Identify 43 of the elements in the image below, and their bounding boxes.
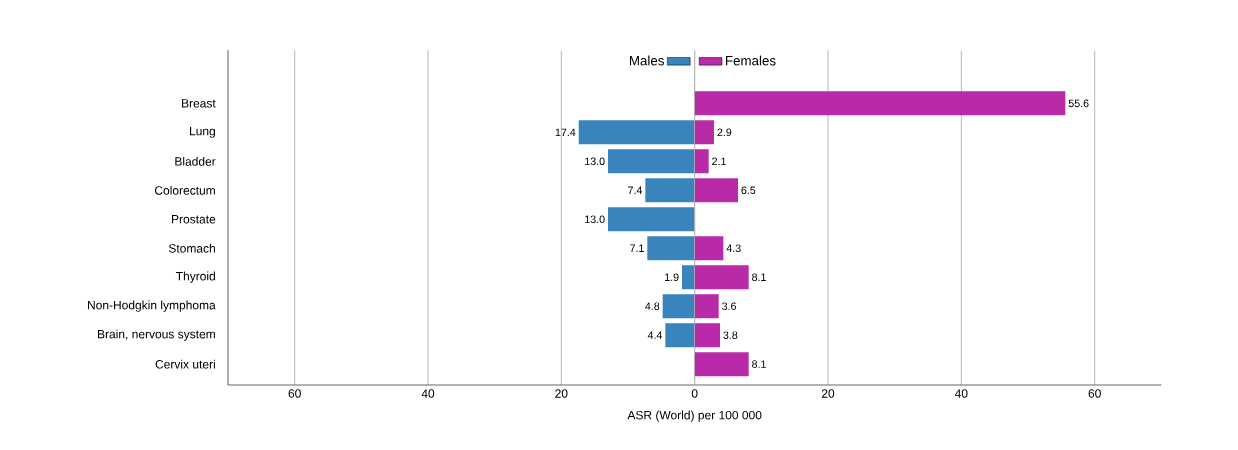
data-label: 4.4 (647, 331, 663, 339)
data-label: 4.3 (726, 244, 741, 253)
x-tick-label: 40 (421, 389, 435, 398)
data-label: 8.1 (752, 273, 766, 281)
bar (682, 265, 695, 290)
data-label: 2.1 (712, 157, 726, 166)
y-tick-label: Brain, nervous system (98, 329, 215, 341)
data-label: 4.8 (645, 302, 660, 310)
bar (694, 149, 709, 174)
y-tick-label: Thyroid (175, 271, 215, 283)
y-tick-label: Colorectum (154, 185, 215, 195)
x-tick-label: 60 (1088, 389, 1101, 398)
data-label: 2.9 (717, 128, 732, 137)
x-tick-label: 60 (288, 389, 301, 398)
x-tick-label: 20 (821, 389, 835, 398)
legend-label: Males (629, 55, 664, 66)
x-tick-label: 20 (555, 389, 568, 398)
y-tick-label: Breast (182, 99, 216, 108)
data-label: 3.6 (722, 302, 736, 310)
bar (694, 91, 1066, 116)
data-label: 13.0 (585, 157, 605, 166)
x-tick-label: 0 (691, 389, 698, 398)
y-tick-label: Bladder (175, 156, 216, 166)
data-label: 55.6 (1068, 99, 1089, 108)
y-tick-label: Stomach (168, 243, 215, 253)
data-label: 1.9 (665, 273, 679, 281)
y-tick-label: Cervix uteri (155, 359, 215, 369)
y-tick-label: Non-Hodgkin lymphoma (87, 300, 216, 312)
bar (608, 207, 695, 232)
data-label: 6.5 (741, 186, 756, 195)
data-label: 8.1 (752, 360, 766, 368)
data-label: 7.4 (628, 186, 643, 194)
bar (694, 120, 715, 145)
data-label: 13.0 (585, 215, 605, 224)
bar (694, 352, 749, 377)
data-label: 7.1 (630, 244, 644, 252)
x-axis-title: ASR (World) per 100 000 (627, 410, 762, 422)
data-label: 17.4 (555, 128, 576, 137)
x-tick-label: 40 (954, 389, 968, 398)
legend-label: Females (725, 55, 776, 66)
data-label: 3.8 (723, 331, 738, 339)
y-tick-label: Lung (190, 126, 215, 138)
y-tick-label: Prostate (172, 215, 216, 224)
